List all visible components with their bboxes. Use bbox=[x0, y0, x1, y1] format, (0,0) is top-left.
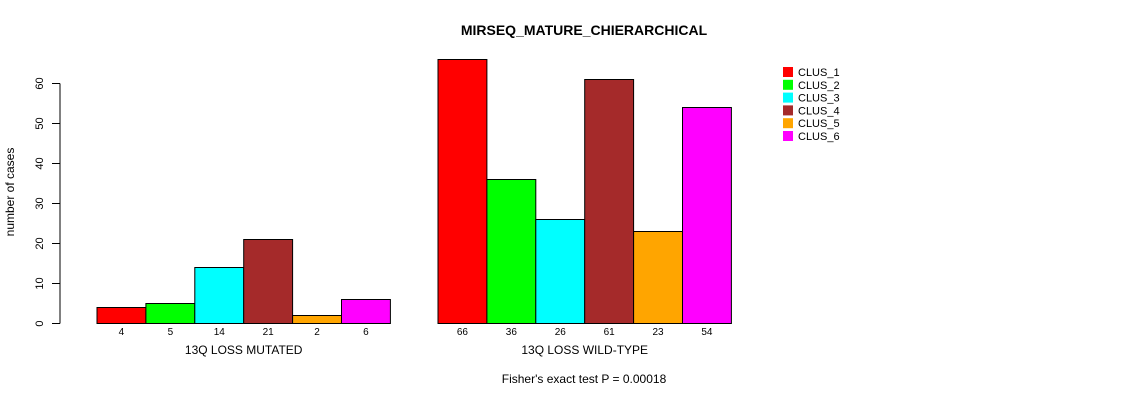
legend-label: CLUS_6 bbox=[798, 131, 840, 143]
bar-clus-1 bbox=[437, 59, 488, 324]
bar-clus-2 bbox=[145, 303, 196, 324]
bar-count-label: 2 bbox=[314, 327, 320, 338]
bar-clus-3 bbox=[535, 219, 586, 324]
legend-label: CLUS_4 bbox=[798, 105, 840, 117]
y-tick-label: 0 bbox=[34, 320, 46, 326]
bar-clus-3 bbox=[194, 267, 245, 324]
bar-count-label: 4 bbox=[119, 327, 125, 338]
legend-swatch bbox=[783, 131, 793, 141]
y-tick-label: 40 bbox=[34, 157, 46, 169]
legend-swatch bbox=[783, 92, 793, 103]
y-tick-label: 50 bbox=[34, 117, 46, 129]
legend-swatch bbox=[783, 67, 793, 77]
legend-label: CLUS_3 bbox=[798, 93, 840, 105]
bar-clus-1 bbox=[96, 307, 147, 324]
bars bbox=[96, 59, 732, 324]
y-axis: 0 10 20 30 40 50 60 bbox=[34, 77, 61, 327]
y-tick-label: 20 bbox=[34, 237, 46, 249]
group-label: 13Q LOSS MUTATED bbox=[185, 343, 303, 357]
legend-swatch bbox=[783, 105, 793, 116]
bar-clus-6 bbox=[341, 299, 391, 324]
bar-clus-6 bbox=[682, 107, 732, 324]
y-axis-title: number of cases bbox=[3, 148, 17, 237]
bar-count-label: 26 bbox=[555, 327, 567, 338]
chart-title: MIRSEQ_MATURE_CHIERARCHICAL bbox=[461, 22, 708, 38]
legend-label: CLUS_2 bbox=[798, 80, 840, 92]
bar-clus-4 bbox=[584, 79, 635, 324]
y-tick-label: 10 bbox=[34, 277, 46, 289]
y-tick-label: 60 bbox=[34, 77, 46, 89]
group-label: 13Q LOSS WILD-TYPE bbox=[521, 343, 648, 357]
bar-count-label: 54 bbox=[701, 327, 713, 338]
y-tick-label: 30 bbox=[34, 197, 46, 209]
bar-count-label: 61 bbox=[604, 327, 616, 338]
bar-clus-2 bbox=[486, 179, 537, 324]
bar-clus-5 bbox=[633, 231, 683, 324]
bar-clus-4 bbox=[243, 239, 294, 324]
bar-count-label: 5 bbox=[168, 327, 174, 338]
legend-label: CLUS_1 bbox=[798, 67, 840, 79]
bar-clus-5 bbox=[292, 315, 343, 324]
legend-label: CLUS_5 bbox=[798, 118, 840, 130]
bar-count-label: 66 bbox=[457, 327, 469, 338]
bar-count-label: 23 bbox=[652, 327, 664, 338]
fisher-test-footnote: Fisher's exact test P = 0.00018 bbox=[502, 372, 667, 386]
bar-count-label: 36 bbox=[506, 327, 518, 338]
bar-count-label: 14 bbox=[214, 327, 226, 338]
bar-count-label: 21 bbox=[263, 327, 275, 338]
bar-count-label: 6 bbox=[363, 327, 369, 338]
legend-swatch bbox=[783, 79, 793, 90]
legend-swatch bbox=[783, 118, 793, 129]
